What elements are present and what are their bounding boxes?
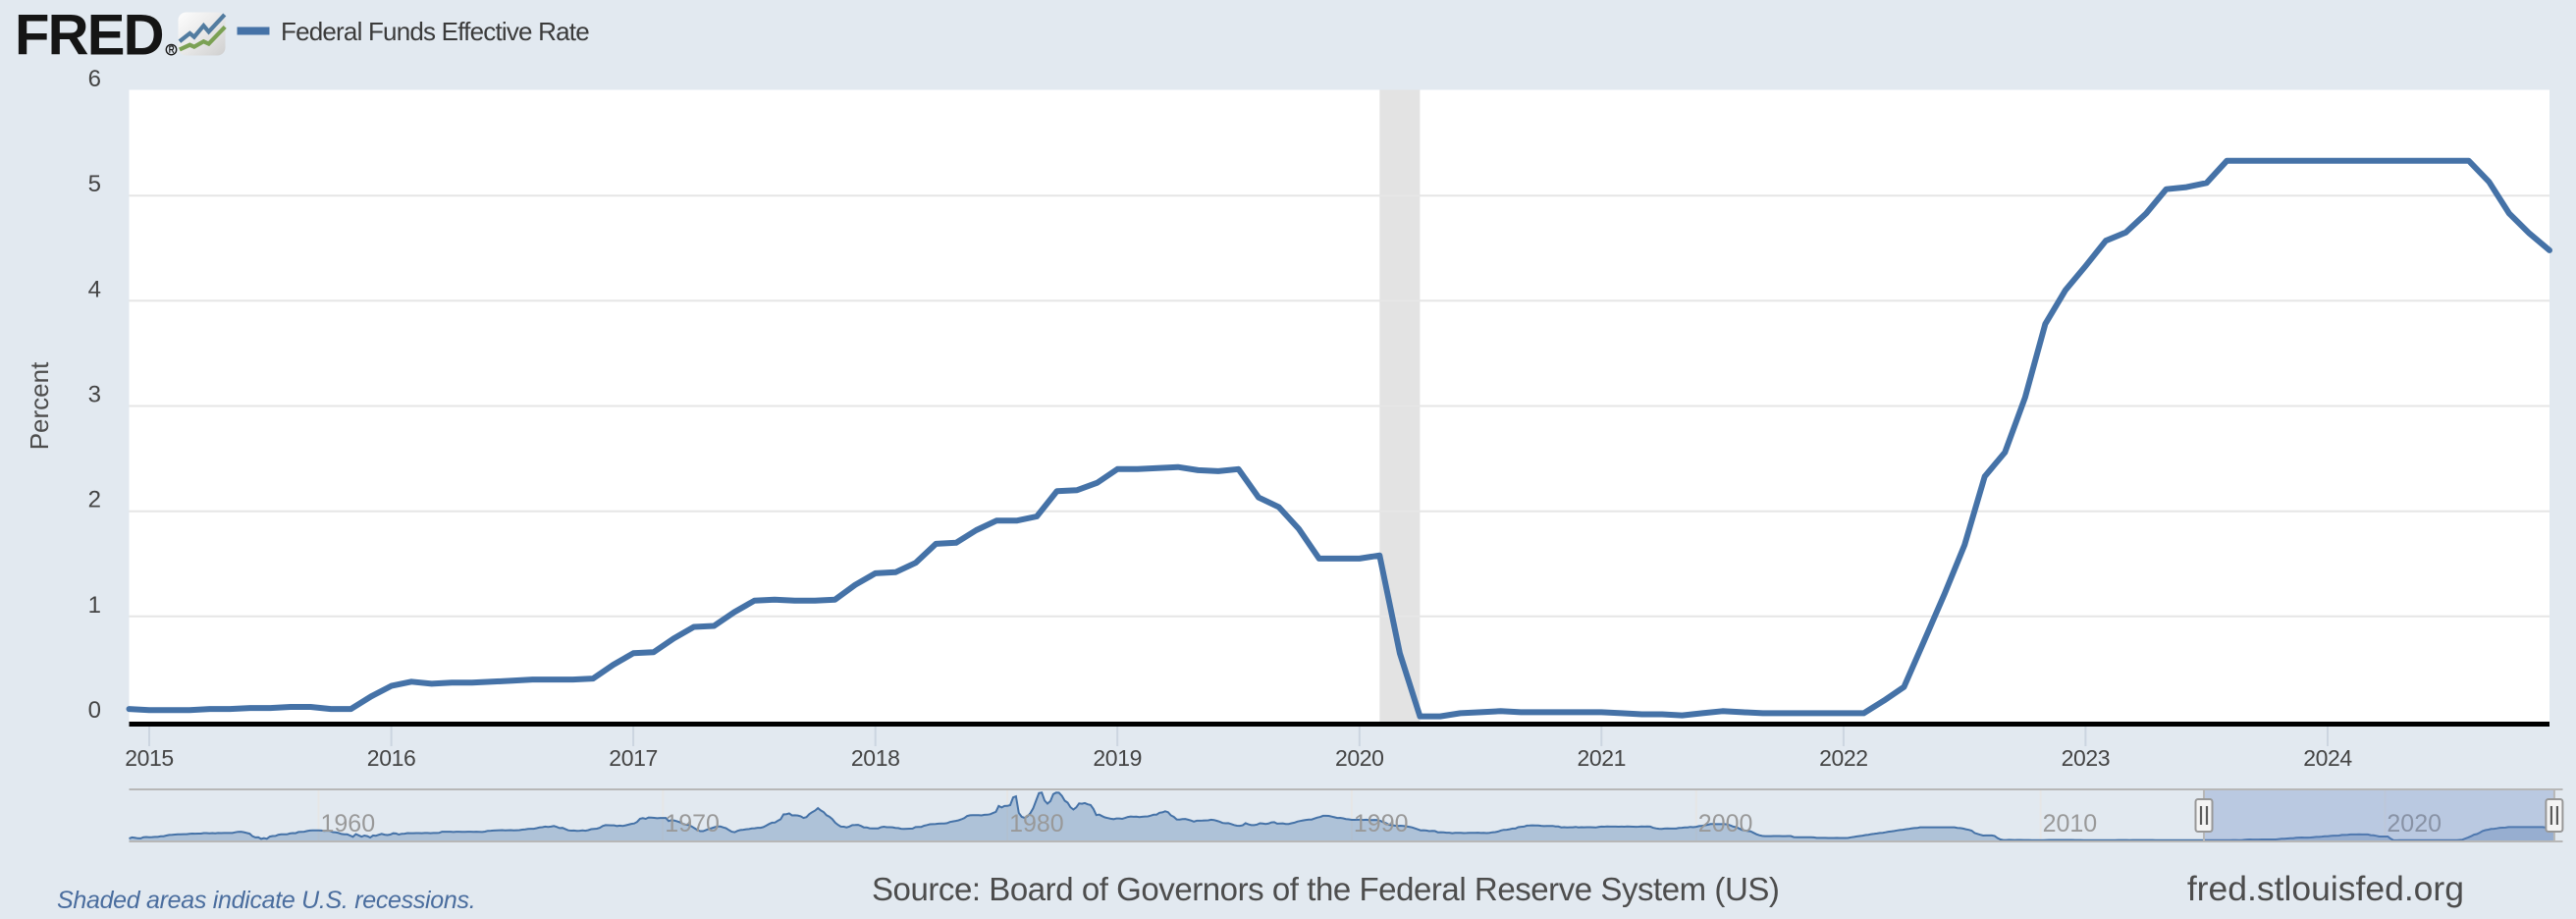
svg-text:Percent: Percent [25, 361, 54, 450]
svg-text:0: 0 [88, 697, 101, 724]
svg-text:2019: 2019 [1093, 745, 1142, 771]
svg-text:2020: 2020 [1335, 745, 1384, 771]
svg-text:2000: 2000 [1698, 810, 1753, 838]
svg-text:6: 6 [88, 66, 101, 92]
svg-text:1960: 1960 [321, 810, 376, 838]
svg-text:1: 1 [88, 592, 101, 619]
svg-text:FRED: FRED [15, 4, 163, 68]
svg-text:2018: 2018 [851, 745, 900, 771]
svg-text:2023: 2023 [2062, 745, 2111, 771]
svg-text:Shaded areas indicate U.S. rec: Shaded areas indicate U.S. recessions. [57, 887, 475, 914]
svg-text:2016: 2016 [367, 745, 416, 771]
svg-text:Federal Funds Effective Rate: Federal Funds Effective Rate [281, 17, 589, 46]
svg-text:Source: Board of Governors of: Source: Board of Governors of the Federa… [872, 871, 1779, 907]
svg-text:1980: 1980 [1009, 810, 1064, 838]
svg-text:2010: 2010 [2043, 810, 2098, 838]
svg-text:2024: 2024 [2303, 745, 2352, 771]
svg-text:2015: 2015 [125, 745, 174, 771]
svg-text:5: 5 [88, 171, 101, 197]
svg-text:1970: 1970 [665, 810, 720, 838]
svg-text:1990: 1990 [1354, 810, 1409, 838]
svg-text:2020: 2020 [2387, 810, 2442, 838]
svg-text:3: 3 [88, 382, 101, 408]
svg-text:2: 2 [88, 487, 101, 514]
svg-text:2022: 2022 [1819, 745, 1868, 771]
svg-text:2017: 2017 [609, 745, 658, 771]
svg-text:4: 4 [88, 276, 101, 302]
svg-text:fred.stlouisfed.org: fred.stlouisfed.org [2187, 869, 2464, 908]
svg-text:2021: 2021 [1578, 745, 1627, 771]
